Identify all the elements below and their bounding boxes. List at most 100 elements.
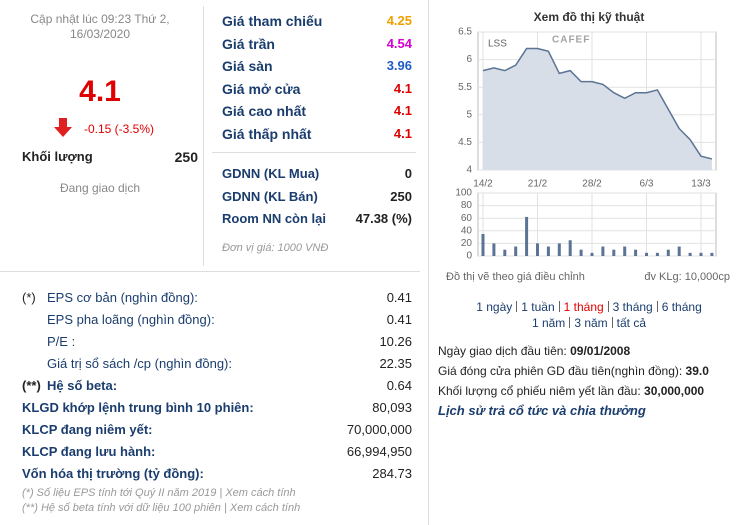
down-arrow xyxy=(54,118,72,137)
price-value: 3.96 xyxy=(386,58,412,74)
stat-label: Vốn hóa thị trường (tỷ đồng): xyxy=(22,466,204,481)
stat-label: P/E : xyxy=(47,334,76,349)
price-label: Giá sàn xyxy=(222,58,273,75)
listing-row: Giá đóng cửa phiên GD đầu tiên(nghìn đồn… xyxy=(438,363,709,379)
stat-marker: (**) xyxy=(22,378,41,393)
stat-value: 10.26 xyxy=(379,334,412,349)
y-tick-label: 5 xyxy=(466,109,472,120)
stat-value: 22.35 xyxy=(379,356,412,371)
price-value: 4.1 xyxy=(393,80,412,96)
range-link[interactable]: 6 tháng xyxy=(661,300,702,314)
volume-bar xyxy=(601,246,605,256)
volume-bar xyxy=(710,252,714,256)
x-tick-label: 21/2 xyxy=(528,179,548,190)
stat-value: 0.41 xyxy=(386,290,412,305)
listing-label: Giá đóng cửa phiên GD đầu tiên(nghìn đồn… xyxy=(438,364,686,378)
range-link[interactable]: 1 ngày xyxy=(476,300,513,314)
volume-bar xyxy=(688,252,692,256)
volume-label: Khối lượng xyxy=(22,149,93,164)
volume-bar xyxy=(557,243,561,256)
range-link[interactable]: tất cả xyxy=(616,316,647,330)
range-link[interactable]: 3 năm xyxy=(574,316,608,330)
divider xyxy=(428,0,429,525)
range-link[interactable]: 1 tuần xyxy=(521,300,555,314)
volume-bar xyxy=(503,249,507,256)
stat-value: 284.73 xyxy=(372,466,412,481)
range-link[interactable]: 1 năm xyxy=(531,316,566,330)
price-label: Giá thấp nhất xyxy=(222,126,312,142)
footnote: (*) Số liệu EPS tính tới Quý II năm 2019… xyxy=(22,487,296,499)
y-tick-label: 6 xyxy=(466,54,472,65)
divider xyxy=(0,271,420,272)
volume-bar xyxy=(536,243,539,256)
volume-plot xyxy=(477,192,717,257)
divider xyxy=(212,152,416,153)
volume-tick-label: 0 xyxy=(466,251,472,262)
footnote: (**) Hệ số beta tính với dữ liệu 100 phi… xyxy=(22,502,301,514)
volume-bar xyxy=(546,246,550,256)
stat-label: KLGD khớp lệnh trung bình 10 phiên: xyxy=(22,400,254,415)
stat-value: 0.41 xyxy=(386,312,412,327)
divider xyxy=(203,6,204,266)
foreign-value: 250 xyxy=(390,188,412,204)
volume-bar xyxy=(655,252,659,256)
volume-bar xyxy=(612,249,616,256)
change: -0.15 (-3.5%) xyxy=(84,122,155,136)
volume-unit: đv KLg: 10,000cp xyxy=(644,271,730,283)
price-value: 4.54 xyxy=(386,35,412,51)
range-link[interactable]: 1 tháng xyxy=(563,300,604,314)
stat-label: EPS pha loãng (nghìn đồng): xyxy=(47,312,215,327)
stat-value: 70,000,000 xyxy=(346,422,412,437)
foreign-label: GDNN (KL Bán) xyxy=(222,188,318,204)
volume-bar xyxy=(568,240,572,256)
foreign-value: 0 xyxy=(404,166,412,181)
foreign-value: 47.38 (%) xyxy=(355,211,412,227)
stat-label: KLCP đang niêm yết: xyxy=(22,422,153,437)
unit: Đơn vị giá: 1000 VNĐ xyxy=(222,242,329,254)
price-label: Giá cao nhất xyxy=(222,103,307,120)
x-tick-label: 28/2 xyxy=(582,179,602,190)
range-links: 1 năm 3 năm tất cả xyxy=(430,315,748,331)
separator xyxy=(607,301,609,312)
listing-value: 39.0 xyxy=(685,364,709,378)
volume-bar xyxy=(666,249,670,256)
volume-tick-label: 80 xyxy=(461,200,473,211)
separator xyxy=(558,301,560,312)
logo: CAFEF xyxy=(552,35,590,46)
price-area xyxy=(483,48,712,171)
x-tick-label: 14/2 xyxy=(473,179,493,190)
y-tick-label: 6.5 xyxy=(458,27,472,38)
stat-label: KLCP đang lưu hành: xyxy=(22,444,156,459)
stat-label: EPS cơ bản (nghìn đồng): xyxy=(47,290,198,305)
foreign-label: Room NN còn lại xyxy=(222,211,327,227)
stat-label: Giá trị sổ sách /cp (nghìn đồng): xyxy=(47,356,232,371)
volume-bar xyxy=(492,243,496,256)
separator xyxy=(611,317,613,328)
volume-bar xyxy=(634,249,638,256)
volume-bar xyxy=(699,252,703,256)
chart-title: Xem đồ thị kỹ thuật xyxy=(533,10,645,24)
y-tick-label: 5.5 xyxy=(458,82,472,93)
stat-marker: (*) xyxy=(22,290,36,305)
ticker: LSS xyxy=(488,39,507,50)
range-link[interactable]: 3 tháng xyxy=(612,300,653,314)
history-link[interactable]: Lịch sử trả cổ tức và chia thưởng xyxy=(438,403,646,418)
price-value: 4.25 xyxy=(386,13,412,28)
price-value: 4.1 xyxy=(393,103,412,119)
listing-row: Ngày giao dịch đầu tiên: 09/01/2008 xyxy=(438,343,630,359)
separator xyxy=(656,301,658,312)
price-label: Giá tham chiếu xyxy=(222,13,323,29)
listing-label: Ngày giao dịch đầu tiên: xyxy=(438,344,571,358)
volume-bar xyxy=(590,252,594,256)
y-tick-label: 4.5 xyxy=(458,137,472,148)
volume-bar xyxy=(579,249,583,256)
volume-tick-label: 40 xyxy=(461,225,473,236)
stat-value: 0.64 xyxy=(386,378,412,393)
volume-bar xyxy=(623,246,627,256)
x-tick-label: 13/3 xyxy=(691,179,711,190)
stat-label: Hệ số beta: xyxy=(47,378,118,393)
y-tick-label: 4 xyxy=(466,165,472,176)
volume-bar xyxy=(645,252,648,256)
stat-value: 66,994,950 xyxy=(346,444,412,459)
